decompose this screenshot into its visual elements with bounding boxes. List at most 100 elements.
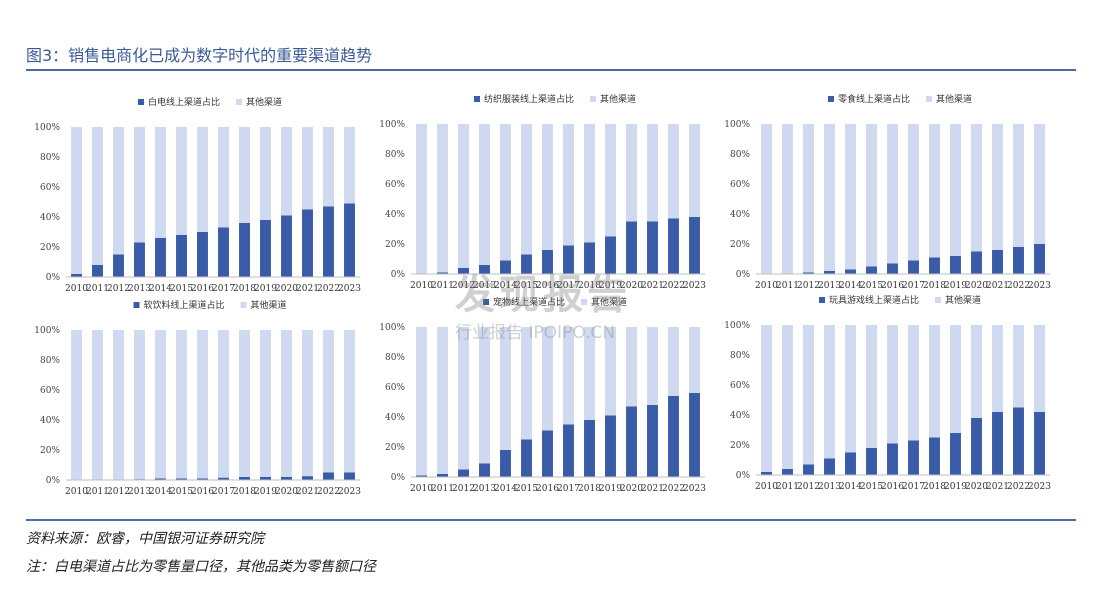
bar-online	[929, 257, 940, 274]
bar-other	[605, 124, 616, 237]
x-tick-label: 2017	[902, 281, 925, 291]
bar-online	[302, 209, 313, 277]
bar-other	[134, 127, 145, 243]
y-tick-label: 100%	[379, 120, 405, 130]
y-tick-label: 100%	[34, 326, 60, 336]
x-tick-label: 2021	[986, 482, 1009, 492]
x-tick-label: 2014	[149, 284, 172, 294]
bar-other	[992, 124, 1003, 250]
bar-other	[197, 330, 208, 479]
x-tick-label: 2015	[170, 284, 193, 294]
bar-online	[647, 221, 658, 274]
bar-online	[155, 238, 166, 277]
bar-other	[929, 325, 940, 438]
x-tick-label: 2014	[839, 281, 862, 291]
x-tick-label: 2013	[818, 482, 841, 492]
x-tick-label: 2023	[338, 487, 361, 497]
y-tick-label: 40%	[385, 413, 405, 423]
y-tick-label: 20%	[385, 443, 405, 453]
bar-other	[260, 330, 271, 477]
x-tick-label: 2013	[818, 281, 841, 291]
bar-other	[176, 127, 187, 235]
legend-swatch-1	[926, 96, 932, 102]
bar-online	[323, 206, 334, 277]
bar-other	[92, 127, 103, 265]
bar-other	[239, 127, 250, 223]
bar-online	[323, 472, 334, 480]
bar-online	[668, 218, 679, 274]
y-tick-label: 20%	[40, 446, 60, 456]
bar-other	[155, 127, 166, 238]
bar-online	[1013, 407, 1024, 475]
bar-online	[971, 418, 982, 475]
bar-online	[521, 439, 532, 477]
x-tick-label: 2018	[233, 284, 256, 294]
bar-other	[761, 124, 772, 274]
bar-online	[344, 203, 355, 277]
y-tick-label: 20%	[40, 243, 60, 253]
bar-other	[500, 124, 511, 261]
x-tick-label: 2023	[1028, 482, 1051, 492]
bar-other	[323, 330, 334, 473]
legend: 宠物线上渠道占比 其他渠道	[483, 296, 627, 308]
y-tick-label: 80%	[730, 351, 750, 361]
y-tick-label: 100%	[724, 120, 750, 130]
bar-other	[971, 124, 982, 252]
legend-label-1: 其他渠道	[600, 93, 636, 105]
y-tick-label: 60%	[730, 381, 750, 391]
bar-other	[521, 327, 532, 440]
legend: 白电线上渠道占比 其他渠道	[138, 96, 282, 108]
bar-other	[323, 127, 334, 207]
bar-online	[542, 250, 553, 274]
x-tick-label: 2019	[944, 281, 967, 291]
bar-online	[845, 269, 856, 274]
bar-other	[302, 330, 313, 477]
bar-other	[992, 325, 1003, 412]
bar-online	[626, 221, 637, 274]
x-tick-label: 2021	[296, 487, 319, 497]
bar-other	[1034, 325, 1045, 412]
legend-label-0: 白电线上渠道占比	[148, 96, 220, 108]
y-tick-label: 80%	[730, 150, 750, 160]
bar-other	[689, 124, 700, 217]
bar-other	[845, 124, 856, 270]
bar-online	[647, 405, 658, 477]
x-tick-label: 2022	[1007, 281, 1030, 291]
legend-swatch-1	[935, 297, 941, 303]
bar-other	[521, 124, 532, 255]
bar-online	[500, 450, 511, 477]
bar-other	[761, 325, 772, 472]
x-tick-label: 2013	[473, 484, 496, 494]
bar-online	[176, 235, 187, 277]
bar-other	[908, 325, 919, 441]
y-tick-label: 0%	[46, 273, 61, 283]
x-tick-label: 2012	[797, 482, 820, 492]
bar-other	[950, 325, 961, 433]
bar-other	[647, 327, 658, 405]
x-tick-label: 2017	[557, 484, 580, 494]
x-tick-label: 2015	[515, 281, 538, 291]
x-tick-label: 2018	[578, 484, 601, 494]
x-tick-label: 2021	[296, 284, 319, 294]
x-tick-label: 2021	[986, 281, 1009, 291]
bar-other	[416, 124, 427, 274]
bar-other	[239, 330, 250, 477]
bar-other	[218, 330, 229, 478]
x-tick-label: 2017	[902, 482, 925, 492]
legend-label-0: 玩具游戏线上渠道占比	[829, 294, 919, 306]
bar-online	[929, 437, 940, 475]
bar-other	[908, 124, 919, 261]
x-tick-label: 2018	[233, 487, 256, 497]
y-tick-label: 40%	[40, 213, 60, 223]
bar-other	[803, 124, 814, 273]
bar-online	[803, 464, 814, 475]
x-tick-label: 2013	[473, 281, 496, 291]
bar-other	[668, 124, 679, 219]
legend: 纺织服装线上渠道占比 其他渠道	[474, 93, 636, 105]
y-tick-label: 100%	[379, 323, 405, 333]
bar-other	[950, 124, 961, 256]
bar-other	[803, 325, 814, 465]
bar-online	[689, 393, 700, 477]
x-tick-label: 2015	[860, 482, 883, 492]
bar-other	[218, 127, 229, 228]
